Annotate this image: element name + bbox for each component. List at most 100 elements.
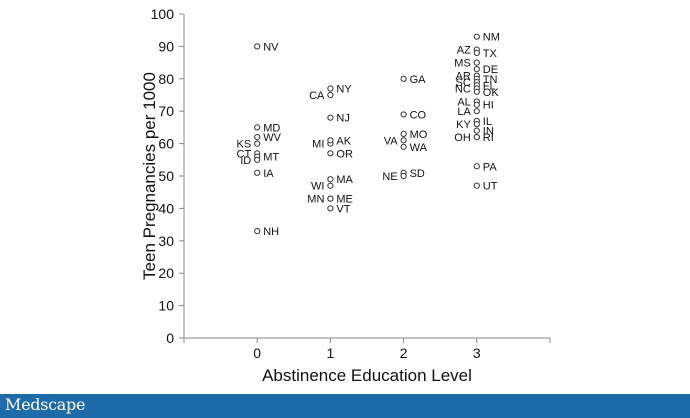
point-label: VT	[336, 203, 350, 215]
plot-axes	[183, 14, 550, 339]
point-label: MD	[263, 122, 280, 134]
data-point	[327, 150, 334, 157]
y-tick-label: 20	[158, 265, 174, 281]
point-label: NM	[483, 32, 500, 44]
data-point	[473, 108, 480, 115]
point-label: NY	[336, 84, 352, 96]
data-point	[327, 205, 334, 212]
point-label: GA	[410, 74, 427, 86]
data-point	[327, 85, 334, 92]
data-point	[254, 134, 261, 141]
point-label: NV	[263, 41, 279, 53]
point-label: MS	[454, 58, 471, 70]
data-point	[473, 134, 480, 141]
data-point	[327, 137, 334, 144]
point-label: VA	[384, 135, 399, 147]
data-point	[400, 111, 407, 118]
x-tick-label: 3	[473, 345, 481, 361]
point-label: OH	[454, 132, 471, 144]
y-tick-label: 10	[158, 298, 174, 314]
data-point	[400, 143, 407, 150]
y-tick-label: 40	[158, 200, 174, 216]
point-label: OK	[483, 87, 500, 99]
data-point	[473, 121, 480, 128]
x-tick-label: 1	[327, 345, 335, 361]
y-tick-label: 70	[158, 103, 174, 119]
point-label: ID	[240, 155, 251, 167]
point-label: IN	[483, 126, 494, 138]
footer-bar: Medscape	[0, 394, 690, 418]
data-point	[473, 88, 480, 95]
point-label: TX	[483, 48, 498, 60]
y-tick-label: 80	[158, 71, 174, 87]
point-label: CO	[410, 109, 427, 121]
point-label: CA	[309, 90, 325, 102]
data-point	[254, 140, 261, 147]
y-tick-label: 30	[158, 233, 174, 249]
point-label: UT	[483, 181, 498, 193]
point-label: SD	[410, 168, 425, 180]
point-label: KS	[237, 139, 252, 151]
data-point	[254, 43, 261, 50]
point-label: WA	[410, 142, 428, 154]
data-point	[327, 114, 334, 121]
point-label: LA	[457, 106, 471, 118]
point-label: SC	[456, 77, 471, 89]
point-label: CT	[237, 148, 252, 160]
point-label: DE	[483, 64, 498, 76]
point-label: PA	[483, 161, 498, 173]
data-point	[473, 163, 480, 170]
point-label: AZ	[457, 45, 471, 57]
y-tick-label: 100	[151, 6, 175, 22]
data-point	[473, 59, 480, 66]
data-point	[254, 227, 261, 235]
point-label: NC	[455, 84, 471, 96]
point-label: FL	[483, 80, 496, 92]
data-point	[473, 49, 480, 56]
point-label: MA	[336, 174, 353, 186]
data-point	[400, 75, 407, 82]
data-point	[400, 137, 407, 144]
ticks: 0 10 20 30 40 50 60 70 80 90 100 0 1 2 3	[151, 6, 551, 361]
point-label: MN	[307, 194, 324, 206]
y-tick-label: 90	[158, 38, 174, 54]
point-label: MO	[410, 129, 428, 141]
y-axis-label: Teen Pregnancies per 1000	[140, 72, 159, 280]
data-point	[473, 65, 480, 73]
point-label: HI	[483, 100, 494, 112]
data-point	[327, 182, 334, 189]
data-point	[400, 172, 407, 180]
y-tick-label: 0	[166, 330, 174, 346]
data-point	[254, 169, 261, 176]
x-axis-label: Abstinence Education Level	[262, 366, 472, 385]
point-label: ME	[336, 194, 353, 206]
point-label: OR	[336, 148, 353, 160]
point-label: NH	[263, 226, 279, 238]
point-label: AL	[457, 96, 470, 108]
point-label: RI	[483, 132, 494, 144]
data-point	[473, 127, 480, 134]
point-label: AR	[456, 71, 471, 83]
point-label: IA	[263, 168, 274, 180]
point-label: NE	[382, 171, 397, 183]
y-tick-label: 50	[158, 168, 174, 184]
data-point	[473, 101, 480, 108]
data-point	[254, 156, 261, 163]
data-point	[327, 195, 334, 202]
x-tick-label: 0	[253, 345, 261, 361]
point-label: AK	[336, 135, 351, 147]
point-label: WV	[263, 132, 281, 144]
data-point	[327, 91, 334, 99]
data-point	[473, 182, 480, 189]
point-label: WI	[311, 181, 324, 193]
data-point	[473, 33, 480, 40]
point-label: MI	[312, 139, 324, 151]
data-point	[400, 130, 407, 137]
point-label: KY	[456, 119, 471, 131]
point-label: IL	[483, 116, 492, 128]
point-label: NJ	[336, 113, 349, 125]
point-label: MT	[263, 152, 279, 164]
data-point	[327, 176, 334, 183]
